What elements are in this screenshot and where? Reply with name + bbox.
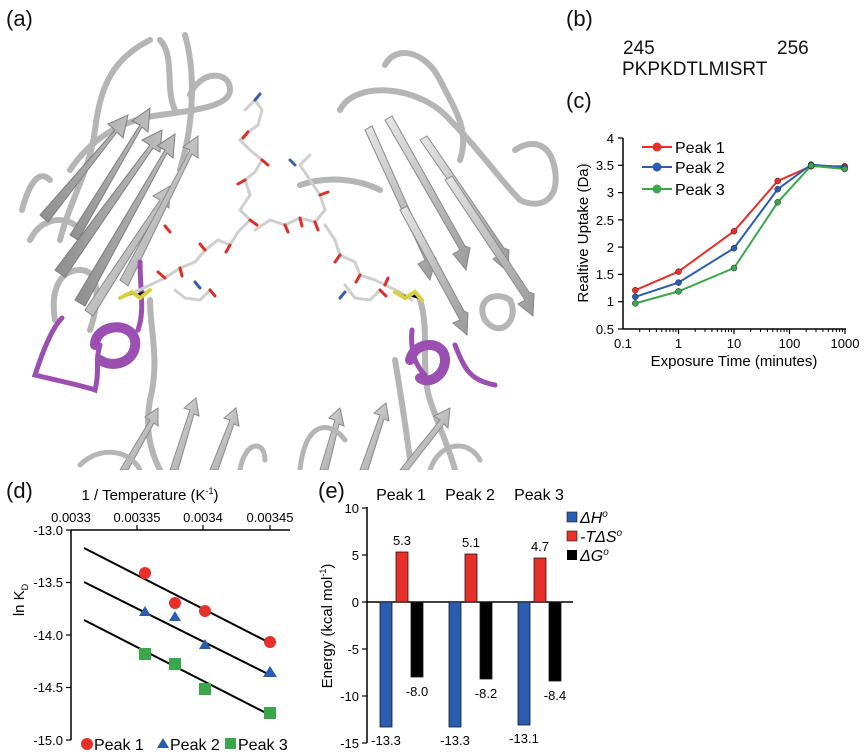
y-tick-label: 3	[607, 185, 614, 200]
peak3-line	[635, 164, 845, 305]
panel-a-label: (a)	[6, 6, 33, 31]
uptake-line-chart: 4 3.5 3 2.5 2 1.5 1 0.5 0.1 1 10 100 100…	[575, 131, 860, 370]
thermodynamics-bar-chart: Peak 1 Peak 2 Peak 3 10 5 0 -5 -10 -15 E…	[318, 487, 623, 751]
y-axis-title: ln KD	[11, 583, 30, 616]
y-tick-label: 0.5	[596, 322, 614, 337]
panel-b-label: (b)	[566, 6, 593, 31]
sequence-end-number: 256	[777, 38, 809, 59]
bar-value-label: 5.3	[393, 533, 411, 548]
panel-e-label: (e)	[318, 478, 345, 503]
panel-c-label: (c)	[566, 88, 592, 113]
y-axis-title: Energy (kcal mol-1)	[318, 564, 336, 689]
peak2-line	[634, 163, 845, 298]
y-tick-label: 1.5	[596, 267, 614, 282]
bar-dG-peak2	[479, 601, 493, 680]
legend-peak3: Peak 3	[238, 737, 288, 754]
peptide-sequence: PKPKDTLMISRT	[622, 59, 768, 80]
bar-value-label: -13.3	[371, 733, 401, 748]
protein-structure-image	[19, 32, 559, 470]
bar-value-label: 5.1	[462, 535, 480, 550]
y-tick-label: 1	[607, 294, 614, 309]
sequence-start-number: 245	[623, 38, 655, 59]
y-tick-label: -13.5	[33, 575, 63, 590]
y-tick-label: 3.5	[596, 158, 614, 173]
y-tick-label: 5	[352, 548, 359, 563]
category-label: Peak 2	[445, 487, 495, 504]
y-tick-label: -10	[340, 689, 359, 704]
category-label: Peak 1	[376, 487, 426, 504]
x-tick-label: 100	[779, 336, 801, 351]
y-tick-label: 2	[607, 240, 614, 255]
bar-value-label: 4.7	[531, 539, 549, 554]
chart-e-legend: ΔHo -TΔSo ΔGo	[566, 509, 623, 565]
legend-peak1: Peak 1	[675, 140, 725, 157]
y-tick-label: -13.0	[33, 523, 63, 538]
bar-value-label: -13.1	[509, 731, 539, 746]
legend-dH: ΔHo	[579, 509, 608, 527]
x-tick-label: 10	[727, 336, 741, 351]
chart-d-legend: Peak 1 Peak 2 Peak 3	[81, 737, 288, 754]
y-tick-label: 4	[607, 131, 614, 146]
legend-peak2: Peak 2	[675, 160, 725, 177]
y-tick-label: -14.5	[33, 680, 63, 695]
chart-c-legend: Peak 1 Peak 2 Peak 3	[642, 140, 725, 199]
legend-peak2: Peak 2	[170, 737, 220, 754]
x-tick-label: 0.0033	[51, 510, 91, 525]
x-tick-label: 1	[675, 336, 682, 351]
panel-d-label: (d)	[6, 478, 33, 503]
bar-value-label: -13.3	[440, 733, 470, 748]
y-tick-label: -15.0	[33, 733, 63, 748]
peak1-line	[634, 165, 845, 292]
bar-dG-peak3	[548, 601, 562, 682]
bar-TdS-peak3	[533, 557, 547, 603]
x-tick-label: 0.1	[614, 336, 632, 351]
y-tick-label: -15	[340, 736, 359, 751]
bar-dH-peak3	[517, 601, 531, 726]
y-tick-label: 0	[352, 595, 359, 610]
vant-hoff-scatter-chart: 1 / Temperature (K-1) 0.0033 0.00335 0.0…	[11, 486, 294, 754]
bar-dG-peak1	[410, 601, 424, 678]
bar-TdS-peak2	[464, 553, 478, 603]
legend-peak3: Peak 3	[675, 182, 725, 199]
bar-value-label: -8.0	[406, 684, 428, 699]
peak1-fit-line	[83, 547, 271, 644]
legend-TdS: -TΔSo	[580, 528, 623, 546]
x-tick-label: 0.00335	[114, 510, 161, 525]
y-tick-label: -14.0	[33, 628, 63, 643]
peak2-fit-line	[83, 581, 271, 676]
x-axis-title: 1 / Temperature (K-1)	[82, 486, 219, 504]
bar-dH-peak1	[379, 601, 393, 728]
x-tick-label: 1000	[831, 336, 860, 351]
bar-TdS-peak1	[395, 551, 409, 603]
y-tick-label: 2.5	[596, 213, 614, 228]
x-axis-title: Exposure Time (minutes)	[651, 353, 818, 370]
x-tick-label: 0.0034	[183, 510, 223, 525]
y-tick-label: -5	[347, 642, 359, 657]
bar-value-label: -8.4	[544, 688, 566, 703]
x-tick-label: 0.00345	[247, 510, 294, 525]
bar-value-label: -8.2	[475, 686, 497, 701]
category-label: Peak 3	[514, 487, 564, 504]
y-axis-title: Realtive Uptake (Da)	[575, 163, 592, 302]
legend-peak1: Peak 1	[94, 737, 144, 754]
bar-dH-peak2	[448, 601, 462, 728]
legend-dG: ΔGo	[579, 547, 609, 565]
y-tick-label: 10	[345, 501, 359, 516]
